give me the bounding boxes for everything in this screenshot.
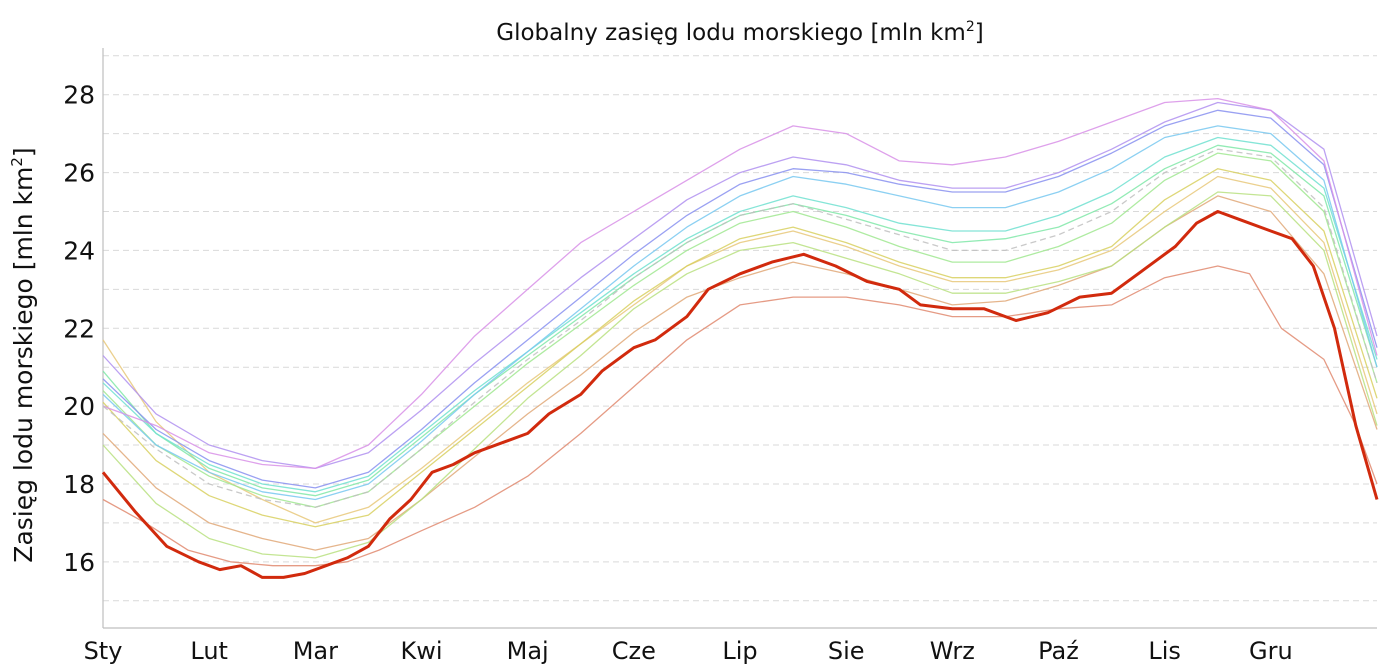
x-tick-label: Kwi: [400, 637, 442, 665]
series-lines: [101, 97, 1379, 579]
x-tick-label: Sty: [84, 637, 123, 665]
y-tick-label: 24: [63, 236, 95, 265]
y-axis-label: Zasięg lodu morskiego [mln km2]: [8, 147, 38, 562]
series-line: [102, 265, 1378, 567]
x-tick-label: Lip: [722, 637, 757, 665]
x-tick-label: Lis: [1148, 637, 1181, 665]
series-line: [102, 191, 1378, 559]
y-tick-label: 16: [63, 548, 95, 577]
series-line: [102, 148, 1378, 508]
x-tick-label: Lut: [190, 637, 228, 665]
x-tick-label: Wrz: [930, 637, 975, 665]
series-line: [102, 97, 1378, 470]
series-line: [102, 136, 1378, 493]
y-tick-label: 26: [63, 159, 95, 188]
chart-title: Globalny zasięg lodu morskiego [mln km2]: [496, 19, 983, 46]
x-tick-label: Gru: [1249, 637, 1293, 665]
series-line: [102, 175, 1378, 524]
x-tick-label: Cze: [612, 637, 656, 665]
series-line: [102, 152, 1378, 508]
y-tick-label: 20: [63, 392, 95, 421]
x-tick-label: Maj: [507, 637, 549, 665]
y-tick-label: 18: [63, 470, 95, 499]
x-tick-label: Paź: [1038, 637, 1079, 665]
series-line: [102, 101, 1378, 470]
grid-lines: [103, 55, 1377, 602]
x-tick-label: Sie: [828, 637, 865, 665]
y-tick-labels: 16 18 20 22 24 26 28: [63, 81, 95, 577]
x-tick-label: Mar: [293, 637, 338, 665]
series-line-highlight: [101, 210, 1379, 579]
series-line: [102, 168, 1378, 528]
x-tick-labels: Sty Lut Mar Kwi Maj Cze Lip Sie Wrz Paź Lis Gru: [84, 637, 1293, 665]
y-tick-label: 22: [63, 314, 95, 343]
series-line: [102, 109, 1378, 489]
series-line: [102, 125, 1378, 501]
y-tick-label: 28: [63, 81, 95, 110]
